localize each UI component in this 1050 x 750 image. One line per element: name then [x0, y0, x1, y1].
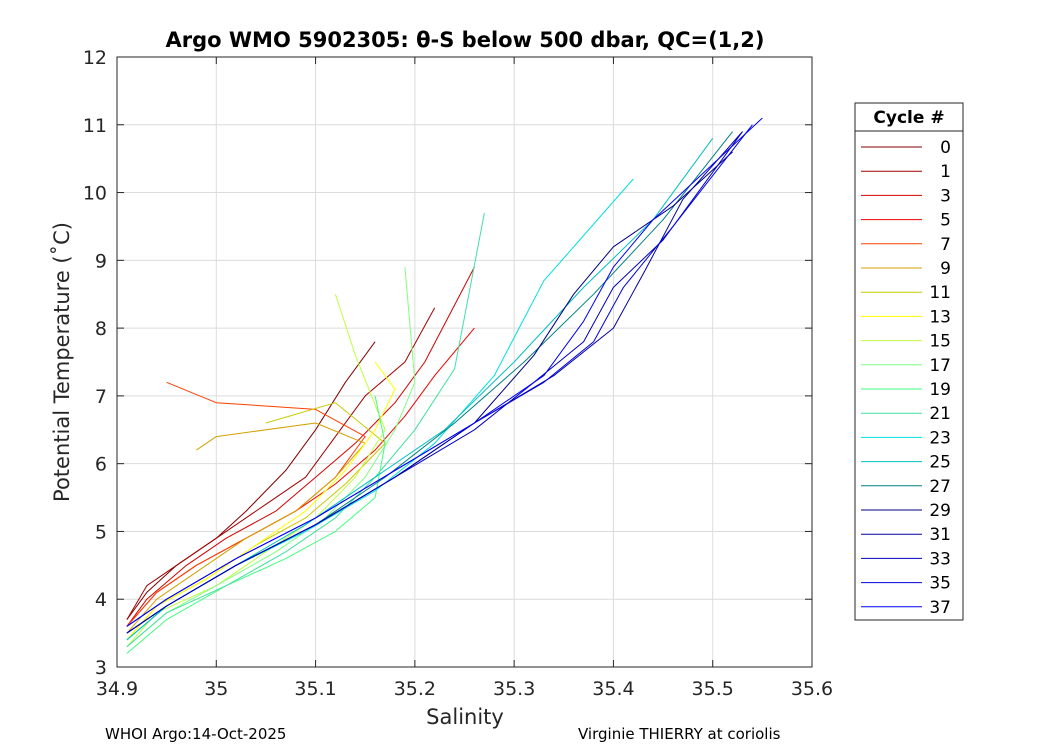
footer-credit: Virginie THIERRY at coriolis [578, 725, 781, 743]
legend-label-cycle-31: 31 [929, 525, 951, 545]
legend-label-cycle-25: 25 [929, 453, 951, 473]
y-tick-label: 11 [83, 115, 107, 137]
legend-label-cycle-9: 9 [940, 259, 951, 279]
y-axis-label: Potential Temperature (˚C) [50, 222, 74, 502]
y-tick-label: 10 [83, 183, 107, 205]
y-tick-label: 6 [95, 454, 107, 476]
legend-label-cycle-17: 17 [929, 356, 951, 376]
legend-label-cycle-13: 13 [929, 307, 951, 327]
legend-label-cycle-27: 27 [929, 477, 951, 497]
y-tick-label: 4 [95, 589, 107, 611]
legend-label-cycle-11: 11 [929, 283, 951, 303]
x-tick-label: 35.2 [394, 678, 436, 700]
x-tick-label: 35.4 [592, 678, 634, 700]
legend-label-cycle-1: 1 [940, 162, 951, 182]
legend-label-cycle-23: 23 [929, 428, 951, 448]
x-axis-ticks: 34.9 35 35.1 35.2 35.3 35.4 35.5 35.6 [96, 57, 833, 700]
x-tick-label: 35.3 [493, 678, 535, 700]
x-tick-label: 34.9 [96, 678, 138, 700]
legend-label-cycle-33: 33 [929, 549, 951, 569]
legend-label-cycle-37: 37 [929, 598, 951, 618]
x-tick-label: 35.5 [692, 678, 734, 700]
series-line-cycle-19 [126, 395, 386, 654]
footer-source: WHOI Argo:14-Oct-2025 [105, 725, 287, 743]
legend-label-cycle-5: 5 [940, 211, 951, 231]
legend: Cycle # 01357911131517192123252729313335… [854, 102, 964, 621]
x-tick-label: 35 [204, 678, 228, 700]
series-lines [126, 117, 763, 654]
series-line-cycle-21 [126, 212, 485, 648]
legend-title: Cycle # [873, 108, 944, 128]
series-line-cycle-37 [126, 117, 763, 627]
legend-label-cycle-19: 19 [929, 380, 951, 400]
y-tick-label: 8 [95, 318, 107, 340]
legend-label-cycle-35: 35 [929, 574, 951, 594]
series-line-cycle-9 [126, 422, 366, 634]
x-axis-label: Salinity [426, 705, 504, 729]
y-axis-ticks: 3 4 5 6 7 8 9 10 11 12 [83, 47, 812, 679]
series-line-cycle-3 [126, 266, 475, 627]
x-tick-label: 35.1 [294, 678, 336, 700]
legend-label-cycle-29: 29 [929, 501, 951, 521]
y-tick-label: 5 [95, 521, 107, 543]
legend-label-cycle-0: 0 [940, 138, 951, 158]
plot-area-frame [116, 56, 813, 668]
series-line-cycle-0 [126, 341, 376, 620]
legend-label-cycle-21: 21 [929, 404, 951, 424]
x-tick-label: 35.6 [791, 678, 833, 700]
series-line-cycle-33 [126, 131, 743, 634]
y-tick-label: 9 [95, 250, 107, 272]
y-tick-label: 12 [83, 47, 107, 69]
y-tick-label: 7 [95, 386, 107, 408]
series-line-cycle-1 [126, 307, 436, 620]
legend-label-cycle-7: 7 [940, 235, 951, 255]
legend-label-cycle-15: 15 [929, 332, 951, 352]
legend-label-cycle-3: 3 [940, 186, 951, 206]
y-tick-label: 3 [95, 657, 107, 679]
chart-title: Argo WMO 5902305: θ-S below 500 dbar, QC… [166, 28, 765, 52]
series-line-cycle-13 [126, 361, 396, 641]
